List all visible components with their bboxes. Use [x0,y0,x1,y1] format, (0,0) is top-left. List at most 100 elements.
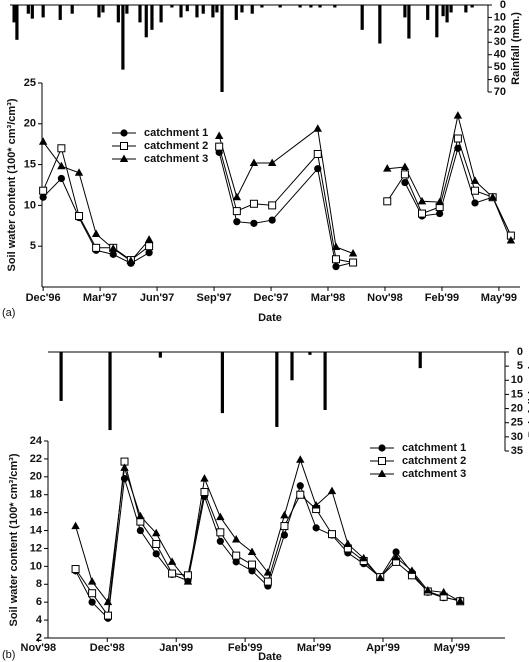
rain-bar [101,5,105,13]
marker-square [249,199,258,208]
x-tick-label: Apr'99 [366,642,400,654]
marker-circle [454,144,462,152]
marker-square [378,457,386,465]
rain-bar [470,5,474,8]
marker-circle [296,482,304,490]
marker-square [418,209,427,218]
marker-circle [250,219,258,227]
marker-triangle [280,510,289,519]
marker-triangle [57,161,66,170]
y-tick-label: 16 [30,507,42,519]
rain-bar [150,5,154,30]
x-tick-label: Mar'97 [83,292,117,304]
y-axis-title: Soil water content (100* cm³/cm³) [8,453,20,626]
y-tick-label: 2 [36,632,42,644]
marker-triangle [391,552,401,561]
marker-circle [314,165,322,173]
x-tick-label: Sep'97 [197,292,232,304]
legend-label: catchment 1 [144,127,208,139]
y-tick-label: 14 [30,524,43,536]
y2-tick-label: 50 [494,61,506,73]
marker-triangle [423,586,432,594]
marker-square [103,611,112,620]
y2-tick-label: 20 [511,402,523,414]
y2-tick-label: 5 [517,360,523,372]
y-tick-label: 20 [24,118,36,130]
marker-square [263,577,272,586]
rain-bar [378,5,382,44]
marker-triangle [167,557,177,565]
marker-circle [216,537,224,545]
rain-bar [308,352,312,355]
y-tick-label: 25 [24,77,36,89]
marker-triangle [331,242,341,251]
y-tick-label: 10 [24,199,36,211]
marker-circle [120,129,128,137]
rain-bar [318,5,322,8]
panel-label: (a) [2,307,15,319]
rain-bar [403,5,407,18]
rain-bar [323,352,327,410]
marker-circle [312,524,320,532]
y-tick-label: 10 [30,560,42,572]
rain-bar [159,5,163,23]
marker-square [232,207,241,216]
rain-bar [220,5,224,92]
marker-triangle [383,164,392,172]
x-tick-label: Mar'98 [311,292,345,304]
marker-triangle [247,547,257,556]
marker-circle [109,250,117,258]
marker-triangle [455,596,465,605]
x-tick-label: Dec'98 [90,642,125,654]
rain-bar [435,5,439,38]
rain-bar [407,5,411,39]
rain-bar [185,5,189,12]
x-axis-title: Date [258,312,282,324]
marker-circle [401,178,409,187]
y-tick-label: 4 [36,614,43,626]
y-axis-title: Soil water content (100* cm³/cm³) [6,98,18,271]
marker-triangle [71,521,80,530]
y2-tick-label: 15 [511,388,523,400]
x-tick-label: May'99 [481,292,517,304]
rain-bar [260,5,264,8]
legend-label: catchment 2 [402,455,466,467]
rain-bar [15,5,19,40]
y-tick-label: 20 [30,471,42,483]
y2-tick-label: 20 [494,24,506,36]
marker-triangle [200,474,209,482]
rain-bar [30,5,34,19]
rain-bar [116,5,120,23]
marker-circle [233,218,241,226]
marker-square [216,528,225,537]
marker-circle [268,216,276,224]
rain-bar [144,5,148,38]
rain-bar [97,5,101,18]
marker-triangle [407,566,417,574]
marker-triangle [216,512,225,521]
marker-square [470,186,479,195]
y-tick-label: 15 [24,159,36,171]
marker-triangle [119,154,129,162]
y2-tick-label: 60 [494,73,506,85]
rain-bar [26,5,30,14]
marker-circle [136,526,144,535]
marker-circle [120,475,129,483]
marker-square [280,522,289,531]
marker-square [145,242,154,251]
marker-square [349,258,358,267]
marker-square [120,142,128,150]
rain-bar [59,352,63,401]
legend-label: catchment 3 [144,153,208,165]
legend-label: catchment 2 [144,140,208,152]
marker-square [313,149,322,158]
marker-triangle [231,535,241,543]
rain-bar [290,352,294,381]
x-tick-label: Jan'99 [159,642,193,654]
rain-bar [195,5,199,18]
rain-bar [12,5,16,23]
marker-triangle [348,249,358,257]
x-tick-label: May'99 [434,642,470,654]
marker-triangle [417,196,427,205]
rain-bar [179,5,183,18]
